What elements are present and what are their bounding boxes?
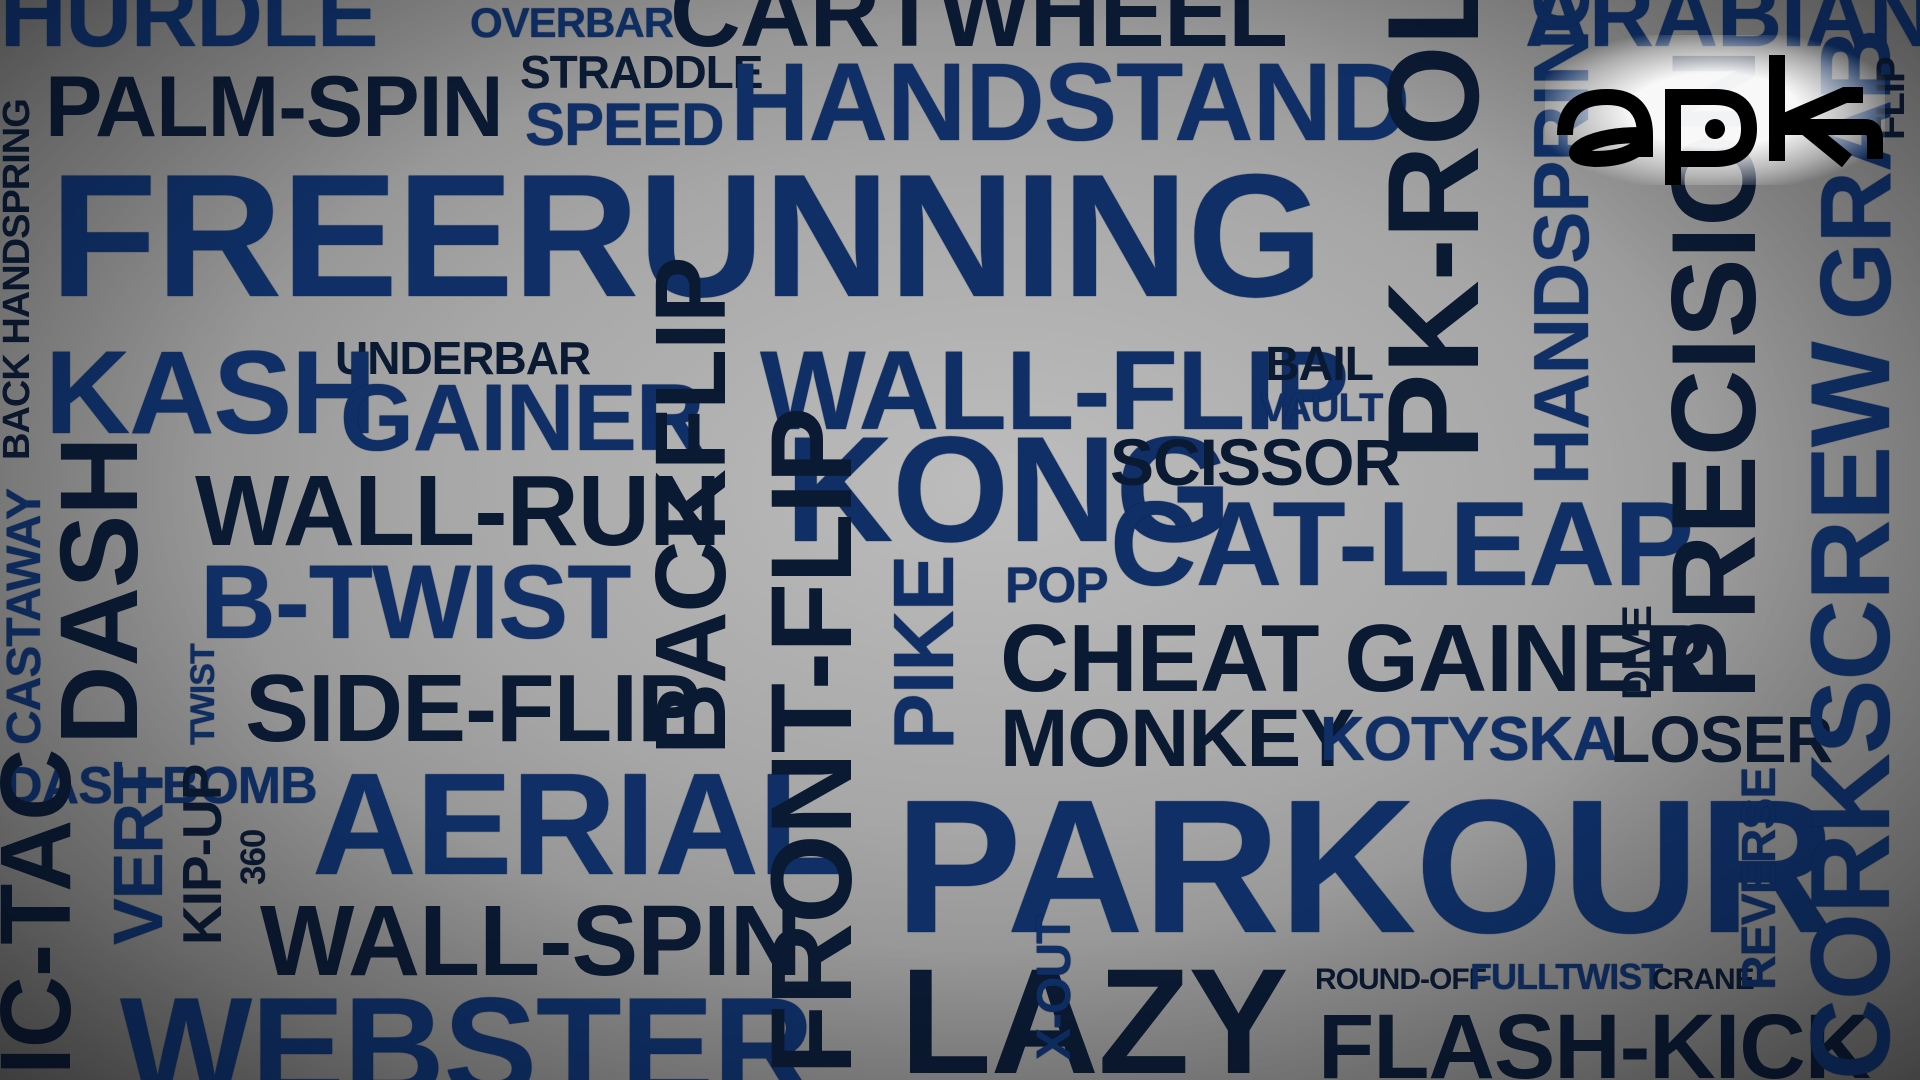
collage-word: MONKEY xyxy=(1000,693,1355,784)
collage-word: GAINER xyxy=(340,365,704,471)
collage-word: FREERUNNING xyxy=(50,139,1323,334)
collage-word: SIDE-FLIP xyxy=(245,655,701,762)
collage-word: SPEED xyxy=(525,91,724,158)
collage-word: KOTYSKA xyxy=(1320,705,1617,774)
apk-logo-mark xyxy=(1557,55,1883,185)
collage-word: STRADDLE xyxy=(520,46,763,98)
collage-word: BACK HANDSPRING xyxy=(0,99,38,460)
collage-word: WEBSTER xyxy=(120,968,814,1080)
collage-word: CARTWHEEL xyxy=(670,0,1288,67)
collage-word: UNDERBAR xyxy=(335,332,591,384)
collage-word: FLASH-KICK xyxy=(1318,996,1871,1080)
collage-word: AERIAL xyxy=(312,743,847,905)
collage-word: PARKOUR xyxy=(895,761,1835,973)
collage-word: BAIL xyxy=(1265,338,1374,391)
collage-word: FRONT-FLIP xyxy=(748,407,876,1075)
collage-word: SCISSOR xyxy=(1110,425,1401,499)
collage-word: X-OUT xyxy=(1028,915,1081,1060)
collage-word: REVERSE xyxy=(1733,767,1786,990)
collage-word: KIP-UP xyxy=(171,764,233,945)
collage-word: 360 xyxy=(234,829,273,885)
collage-word: DASH BOMB xyxy=(5,757,318,815)
apk-logo: apk xyxy=(1545,35,1885,185)
collage-word: VAULT xyxy=(1260,386,1383,430)
collage-word: LAZY xyxy=(900,937,1289,1080)
collage-word: WALL-SPIN xyxy=(260,885,802,997)
collage-word: HANDSTAND xyxy=(730,41,1410,164)
collage-word: CAT-LEAP xyxy=(1110,477,1694,611)
collage-word: B-TWIST xyxy=(200,544,631,661)
collage-word: PIKE xyxy=(877,555,972,750)
collage-word: PK-ROLL xyxy=(1360,0,1506,460)
collage-word: WALL-RUN xyxy=(195,455,721,567)
collage-word: KONG xyxy=(785,405,1232,573)
collage-word: VERT xyxy=(99,762,177,945)
collage-word: POP xyxy=(1005,557,1109,613)
collage-word: KASH xyxy=(45,327,376,459)
collage-word: BACKFLIP xyxy=(635,257,747,755)
collage-word: CHEAT GAINER xyxy=(1000,605,1713,712)
collage-word: TWIST xyxy=(184,644,222,745)
collage-word: IC-TAC xyxy=(0,749,92,1075)
collage-word: OVERBAR xyxy=(470,0,674,46)
collage-word: DASH xyxy=(38,437,161,745)
collage-word: CORKSCREW xyxy=(1788,342,1913,1080)
collage-word: PALM-SPIN xyxy=(45,59,504,155)
collage-word: HURDLE xyxy=(0,0,378,66)
collage-word: CRANE xyxy=(1652,963,1755,996)
collage-word: WALL-FLIP xyxy=(760,328,1349,453)
collage-word: FULLTWIST xyxy=(1470,956,1663,997)
collage-word: LOSER xyxy=(1610,702,1833,776)
collage-word: ROUND-OFF xyxy=(1315,963,1487,996)
